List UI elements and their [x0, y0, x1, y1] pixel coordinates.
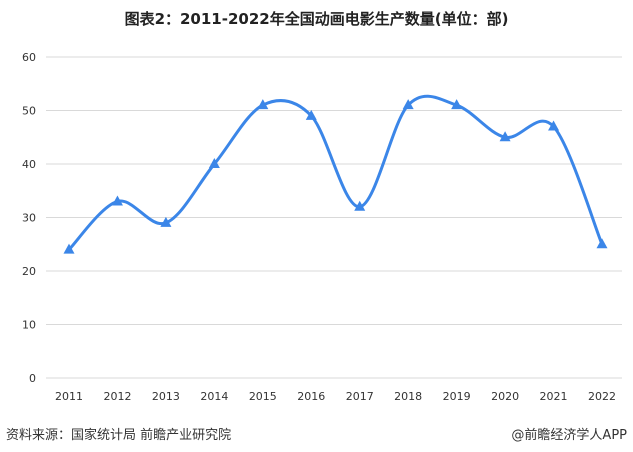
x-tick-label: 2015 — [249, 390, 277, 403]
data-point-marker — [111, 195, 123, 206]
x-tick-label: 2014 — [200, 390, 228, 403]
y-tick-label: 0 — [29, 372, 36, 385]
data-point-marker — [160, 216, 172, 227]
data-point-marker — [305, 109, 317, 120]
data-point-marker — [63, 243, 75, 254]
x-tick-label: 2022 — [588, 390, 616, 403]
y-tick-label: 50 — [22, 105, 36, 118]
x-tick-label: 2021 — [540, 390, 568, 403]
data-point-marker — [402, 99, 414, 110]
data-point-marker — [257, 99, 269, 110]
data-point-marker — [354, 200, 366, 211]
x-tick-label: 2020 — [491, 390, 519, 403]
data-point-marker — [208, 158, 220, 168]
x-tick-label: 2012 — [103, 390, 131, 403]
x-tick-label: 2013 — [152, 390, 180, 403]
y-tick-label: 40 — [22, 158, 36, 171]
data-point-marker — [451, 99, 463, 110]
data-point-marker — [499, 131, 511, 142]
x-tick-label: 2017 — [346, 390, 374, 403]
series-line — [67, 94, 604, 251]
y-tick-label: 10 — [22, 319, 36, 332]
credit-note: @前瞻经济学人APP — [511, 428, 627, 443]
data-point-marker — [596, 238, 608, 249]
y-tick-label: 60 — [22, 51, 36, 64]
y-tick-label: 30 — [22, 212, 36, 225]
source-note: 资料来源：国家统计局 前瞻产业研究院 — [6, 428, 232, 443]
y-tick-label: 20 — [22, 265, 36, 278]
x-tick-label: 2018 — [394, 390, 422, 403]
x-tick-label: 2016 — [297, 390, 325, 403]
x-tick-label: 2011 — [55, 390, 83, 403]
x-tick-label: 2019 — [443, 390, 471, 403]
chart-title: 图表2：2011-2022年全国动画电影生产数量(单位：部) — [124, 10, 509, 28]
data-point-marker — [548, 120, 560, 131]
